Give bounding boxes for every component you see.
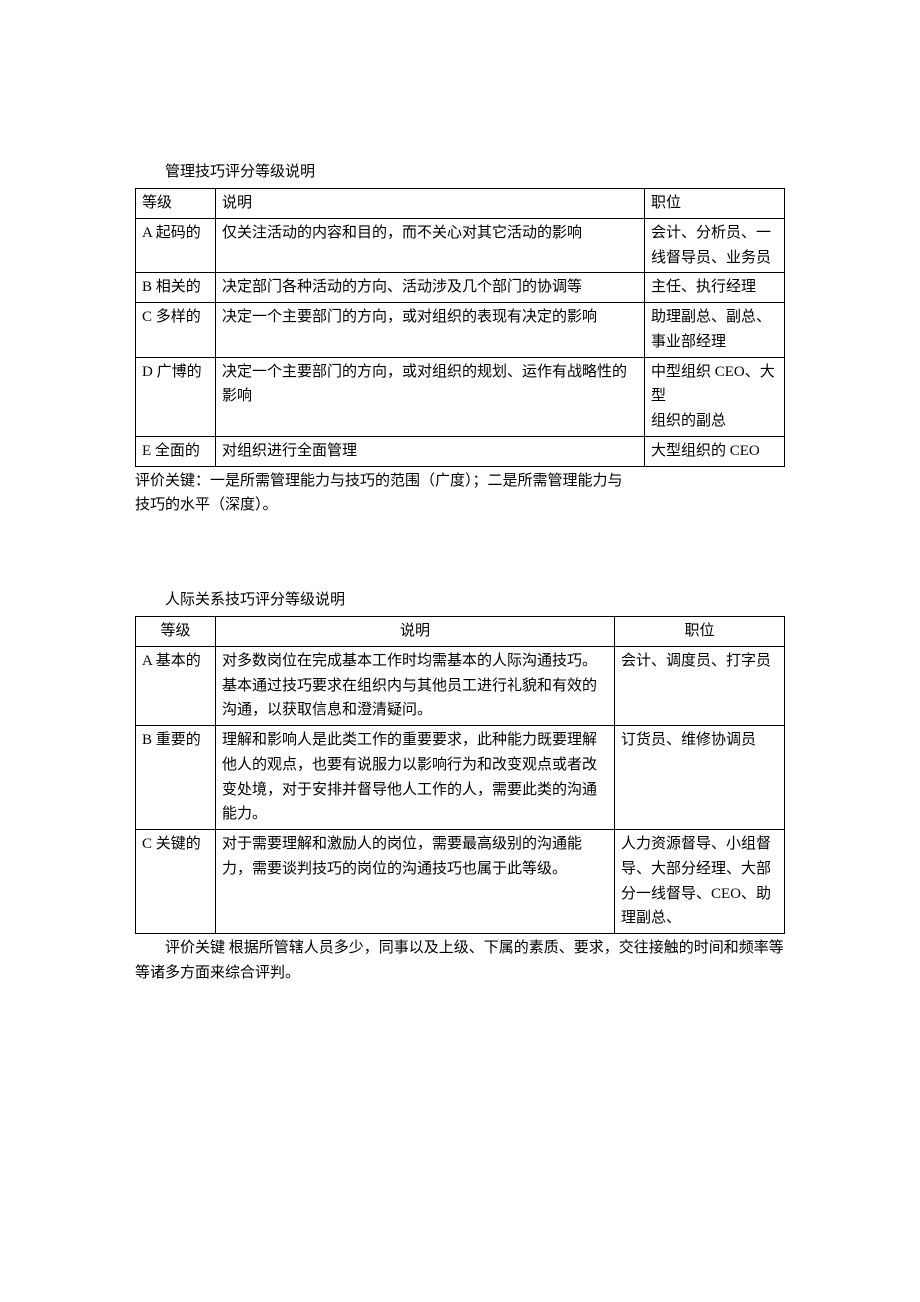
cell-level: E 全面的 bbox=[136, 436, 216, 466]
table1-title: 管理技巧评分等级说明 bbox=[135, 160, 785, 184]
interpersonal-skill-section: 人际关系技巧评分等级说明 等级 说明 职位 A 基本的 对多数岗位在完成基本工作… bbox=[135, 588, 785, 986]
cell-desc: 对组织进行全面管理 bbox=[216, 436, 645, 466]
cell-position: 助理副总、副总、事业部经理 bbox=[645, 303, 785, 358]
interpersonal-skill-table: 等级 说明 职位 A 基本的 对多数岗位在完成基本工作时均需基本的人际沟通技巧。… bbox=[135, 616, 785, 934]
cell-desc: 决定一个主要部门的方向，或对组织的规划、运作有战略性的影响 bbox=[216, 357, 645, 436]
management-skill-section: 管理技巧评分等级说明 等级 说明 职位 A 起码的 仅关注活动的内容和目的，而不… bbox=[135, 160, 785, 518]
header-position: 职位 bbox=[615, 617, 785, 647]
cell-position: 人力资源督导、小组督导、大部分经理、大部分一线督导、CEO、助理副总、 bbox=[615, 830, 785, 934]
cell-desc: 对多数岗位在完成基本工作时均需基本的人际沟通技巧。基本通过技巧要求在组织内与其他… bbox=[216, 646, 615, 725]
cell-position: 会计、分析员、一线督导员、业务员 bbox=[645, 218, 785, 273]
cell-level: C 多样的 bbox=[136, 303, 216, 358]
header-desc: 说明 bbox=[216, 189, 645, 219]
table-header-row: 等级 说明 职位 bbox=[136, 189, 785, 219]
cell-level: D 广博的 bbox=[136, 357, 216, 436]
cell-level: A 起码的 bbox=[136, 218, 216, 273]
table-row: B 相关的 决定部门各种活动的方向、活动涉及几个部门的协调等 主任、执行经理 bbox=[136, 273, 785, 303]
cell-desc: 仅关注活动的内容和目的，而不关心对其它活动的影响 bbox=[216, 218, 645, 273]
table-row: E 全面的 对组织进行全面管理 大型组织的 CEO bbox=[136, 436, 785, 466]
cell-desc: 决定部门各种活动的方向、活动涉及几个部门的协调等 bbox=[216, 273, 645, 303]
cell-position: 大型组织的 CEO bbox=[645, 436, 785, 466]
header-level: 等级 bbox=[136, 617, 216, 647]
header-position: 职位 bbox=[645, 189, 785, 219]
management-skill-table: 等级 说明 职位 A 起码的 仅关注活动的内容和目的，而不关心对其它活动的影响 … bbox=[135, 188, 785, 467]
table-row: B 重要的 理解和影响人是此类工作的重要要求，此种能力既要理解他人的观点，也要有… bbox=[136, 726, 785, 830]
cell-desc: 理解和影响人是此类工作的重要要求，此种能力既要理解他人的观点，也要有说服力以影响… bbox=[216, 726, 615, 830]
cell-position: 会计、调度员、打字员 bbox=[615, 646, 785, 725]
table2-caption: 评价关键 根据所管辖人员多少，同事以及上级、下属的素质、要求，交往接触的时间和频… bbox=[135, 936, 785, 986]
header-level: 等级 bbox=[136, 189, 216, 219]
table-row: A 基本的 对多数岗位在完成基本工作时均需基本的人际沟通技巧。基本通过技巧要求在… bbox=[136, 646, 785, 725]
table1-caption: 评价关键：一是所需管理能力与技巧的范围（广度）；二是所需管理能力与技巧的水平（深… bbox=[135, 469, 785, 519]
cell-position: 中型组织 CEO、大型组织的副总 bbox=[645, 357, 785, 436]
cell-desc: 对于需要理解和激励人的岗位，需要最高级别的沟通能力，需要谈判技巧的岗位的沟通技巧… bbox=[216, 830, 615, 934]
table-header-row: 等级 说明 职位 bbox=[136, 617, 785, 647]
table-row: A 起码的 仅关注活动的内容和目的，而不关心对其它活动的影响 会计、分析员、一线… bbox=[136, 218, 785, 273]
cell-level: A 基本的 bbox=[136, 646, 216, 725]
cell-desc: 决定一个主要部门的方向，或对组织的表现有决定的影响 bbox=[216, 303, 645, 358]
cell-position: 订货员、维修协调员 bbox=[615, 726, 785, 830]
table-row: D 广博的 决定一个主要部门的方向，或对组织的规划、运作有战略性的影响 中型组织… bbox=[136, 357, 785, 436]
table-row: C 关键的 对于需要理解和激励人的岗位，需要最高级别的沟通能力，需要谈判技巧的岗… bbox=[136, 830, 785, 934]
table2-title: 人际关系技巧评分等级说明 bbox=[135, 588, 785, 612]
cell-level: C 关键的 bbox=[136, 830, 216, 934]
cell-position: 主任、执行经理 bbox=[645, 273, 785, 303]
cell-level: B 重要的 bbox=[136, 726, 216, 830]
table-row: C 多样的 决定一个主要部门的方向，或对组织的表现有决定的影响 助理副总、副总、… bbox=[136, 303, 785, 358]
cell-level: B 相关的 bbox=[136, 273, 216, 303]
header-desc: 说明 bbox=[216, 617, 615, 647]
